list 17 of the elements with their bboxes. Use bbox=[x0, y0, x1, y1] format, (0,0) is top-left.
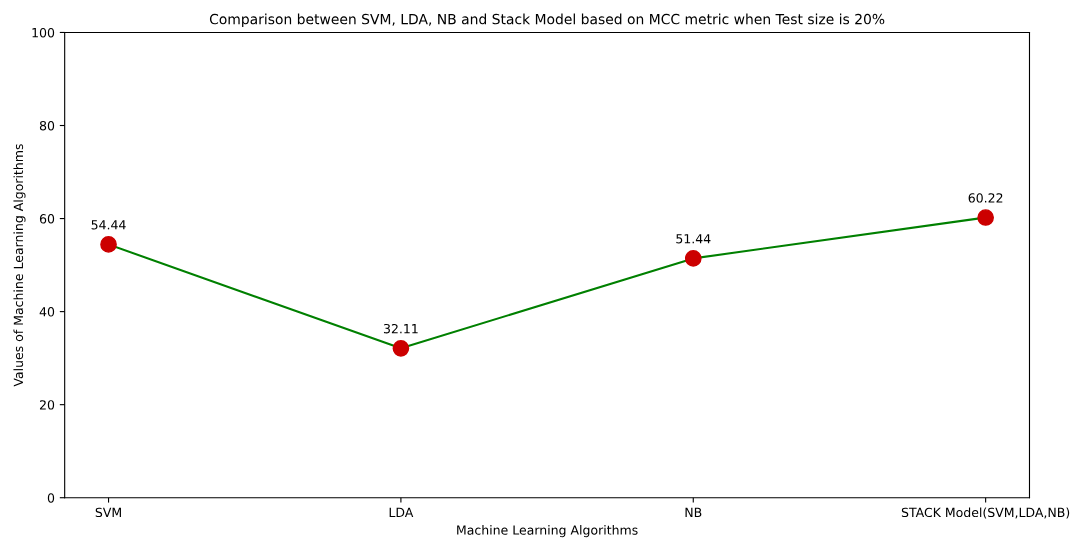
data-label: 51.44 bbox=[676, 234, 711, 244]
y-tick-label: 80 bbox=[39, 120, 55, 131]
x-tick-label: LDA bbox=[389, 507, 414, 517]
y-tick-label: 100 bbox=[32, 27, 55, 38]
data-label: 54.44 bbox=[91, 220, 126, 230]
x-tick-label: SVM bbox=[95, 507, 121, 518]
data-label: 60.22 bbox=[968, 193, 1003, 203]
chart-title: Comparison between SVM, LDA, NB and Stack Model based on MCC metric when Test size is 20% bbox=[209, 13, 885, 28]
data-label: 32.11 bbox=[383, 323, 418, 334]
y-tick-label: 40 bbox=[39, 307, 55, 317]
x-tick-label: NB bbox=[685, 507, 702, 517]
x-tick-label: STACK Model(SVM,LDA,NB) bbox=[901, 507, 1070, 519]
x-axis-title: Machine Learning Algorithms bbox=[457, 525, 638, 538]
y-tick-label: 20 bbox=[39, 400, 55, 410]
y-tick-label: 0 bbox=[47, 493, 55, 503]
y-tick-label: 60 bbox=[39, 214, 55, 224]
y-axis-title: Values of Machine Learning Algorithms bbox=[13, 144, 26, 387]
